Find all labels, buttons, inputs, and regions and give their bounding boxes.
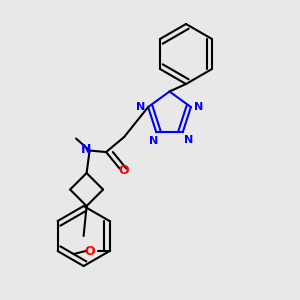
Text: N: N bbox=[81, 142, 91, 155]
Text: N: N bbox=[136, 102, 145, 112]
Text: O: O bbox=[118, 164, 128, 176]
Text: N: N bbox=[148, 136, 158, 146]
Text: N: N bbox=[194, 102, 203, 112]
Text: O: O bbox=[85, 244, 95, 257]
Text: N: N bbox=[184, 135, 194, 145]
